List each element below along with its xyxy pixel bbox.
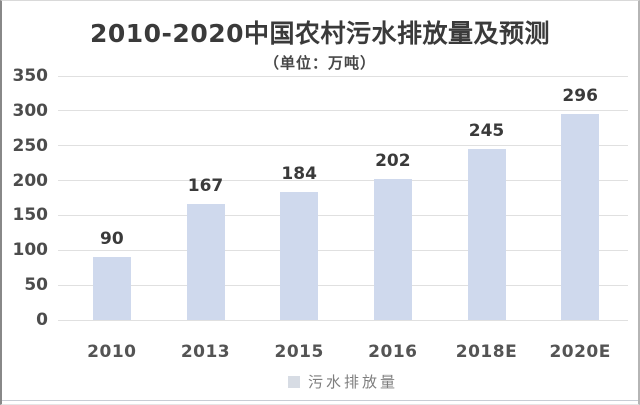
bar-2010 — [92, 257, 131, 320]
y-axis-tick-label: 250 — [12, 135, 49, 156]
gridline — [58, 180, 628, 182]
y-axis-tick-label: 0 — [36, 310, 48, 330]
bar-value-label: 296 — [562, 85, 598, 106]
bar-2015 — [280, 191, 319, 320]
gridline — [58, 284, 628, 286]
bar-2020E — [561, 113, 600, 320]
chart-subtitle: （单位：万吨） — [263, 54, 376, 72]
x-axis-tick-label: 2018E — [455, 342, 518, 362]
x-axis-tick-label: 2016 — [368, 342, 418, 362]
bar-2016 — [373, 179, 412, 320]
legend: 污水排放量 — [58, 371, 628, 392]
y-axis-tick-label: 150 — [12, 205, 49, 226]
bar-value-label: 90 — [99, 229, 124, 250]
legend-swatch-icon — [287, 375, 300, 388]
y-axis-tick-label: 50 — [24, 275, 48, 296]
gridline — [58, 75, 628, 77]
bar-value-label: 202 — [375, 151, 411, 172]
plot-area — [58, 75, 628, 321]
y-axis-tick-label: 100 — [12, 240, 49, 261]
chart-title: 2010-2020中国农村污水排放量及预测 — [89, 19, 551, 48]
x-axis-tick-label: 2013 — [180, 342, 231, 362]
bar-value-label: 184 — [281, 163, 317, 184]
y-axis-tick-label: 300 — [12, 100, 49, 121]
y-axis-tick-label: 350 — [12, 66, 49, 86]
gridline — [58, 249, 628, 251]
y-axis: 0 50 100 150 200 250 300 350 — [2, 1, 49, 404]
bar-series: 90 2010 167 2013 184 2015 202 2016 245 2018E 296 20… — [65, 76, 627, 362]
legend-label: 污水排放量 — [307, 373, 398, 391]
bottom-divider — [2, 400, 638, 401]
bar-2013 — [186, 203, 225, 320]
gridline — [58, 145, 628, 147]
x-axis-tick-label: 2015 — [274, 342, 324, 362]
x-axis-tick-label: 2010 — [87, 342, 137, 362]
bar-value-label: 167 — [187, 175, 224, 196]
gridline — [58, 214, 628, 216]
y-axis-tick-label: 200 — [12, 170, 49, 191]
bar-2018E — [467, 149, 506, 320]
gridline — [58, 110, 628, 112]
gridline — [58, 319, 628, 321]
x-axis-tick-label: 2020E — [549, 342, 611, 362]
bar-value-label: 245 — [468, 121, 505, 142]
